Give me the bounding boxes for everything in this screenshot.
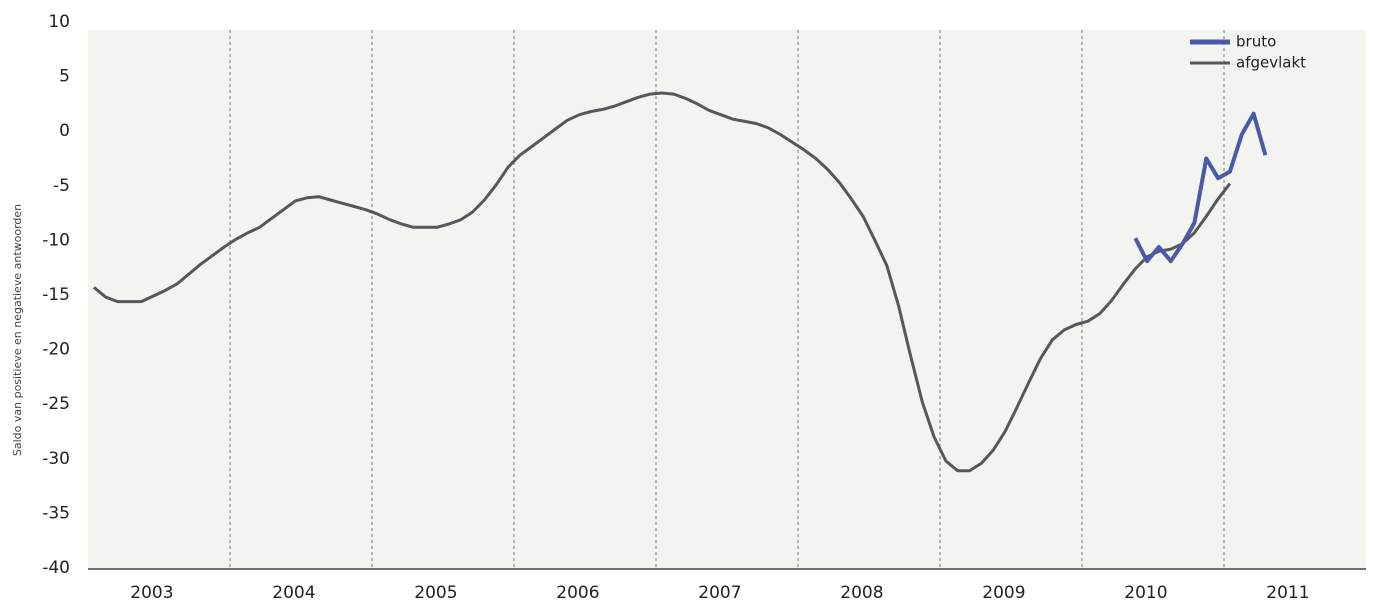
y-tick-label: -15 <box>42 285 70 305</box>
legend-label: bruto <box>1236 33 1276 51</box>
x-tick-label: 2005 <box>414 583 457 603</box>
series-line <box>1133 111 1268 264</box>
y-tick-label: 0 <box>59 121 70 141</box>
y-tick-label: -35 <box>42 503 70 523</box>
y-tick-label: -10 <box>42 230 70 250</box>
y-tick-label: -40 <box>42 558 70 578</box>
legend-label: afgevlakt <box>1236 54 1306 72</box>
series-line <box>92 91 1232 473</box>
x-tick-label: 2003 <box>130 583 173 603</box>
y-tick-label: -20 <box>42 340 70 360</box>
plot-background <box>88 30 1366 568</box>
x-tick-label: 2008 <box>840 583 883 603</box>
y-tick-label: 10 <box>48 12 70 32</box>
x-tick-label: 2004 <box>272 583 315 603</box>
y-axis-label: Saldo van positieve en negatieve antwoor… <box>11 204 24 456</box>
y-tick-label: -5 <box>53 176 70 196</box>
x-tick-label: 2011 <box>1266 583 1309 603</box>
x-tick-label: 2007 <box>698 583 741 603</box>
x-tick-label: 2010 <box>1124 583 1167 603</box>
x-tick-label: 2006 <box>556 583 599 603</box>
y-tick-label: -25 <box>42 394 70 414</box>
y-tick-label: -30 <box>42 449 70 469</box>
y-tick-label: 5 <box>59 67 70 87</box>
x-tick-label: 2009 <box>982 583 1025 603</box>
